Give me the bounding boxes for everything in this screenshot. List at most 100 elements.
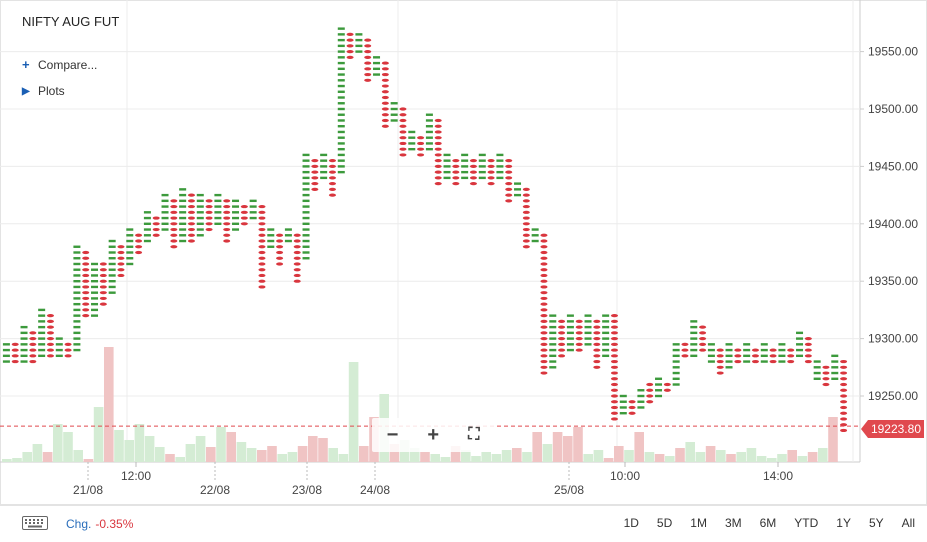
pf-x-mark bbox=[302, 245, 310, 248]
pf-column-o bbox=[452, 159, 460, 186]
pf-x-mark bbox=[73, 274, 81, 277]
pf-x-mark bbox=[337, 56, 345, 59]
pf-x-mark bbox=[602, 343, 610, 346]
pf-o-mark bbox=[540, 245, 548, 249]
pf-o-mark bbox=[293, 268, 301, 272]
pf-o-mark bbox=[293, 256, 301, 260]
volume-bar bbox=[583, 454, 593, 462]
pf-o-mark bbox=[558, 354, 566, 358]
volume-bar bbox=[318, 438, 328, 462]
pf-o-mark bbox=[699, 337, 707, 341]
range-5d[interactable]: 5D bbox=[656, 516, 673, 530]
pf-column-o bbox=[135, 233, 143, 255]
pf-o-mark bbox=[840, 405, 848, 410]
pf-o-mark bbox=[840, 428, 848, 433]
pf-o-mark bbox=[699, 348, 707, 352]
zoom-out-button[interactable]: − bbox=[386, 423, 399, 446]
pf-o-mark bbox=[399, 153, 407, 157]
pf-x-mark bbox=[143, 234, 151, 237]
pf-x-mark bbox=[584, 331, 592, 335]
pf-o-mark bbox=[240, 216, 248, 220]
pf-x-mark bbox=[813, 377, 821, 380]
pf-x-mark bbox=[496, 176, 504, 180]
pf-x-mark bbox=[161, 199, 169, 203]
pf-x-mark bbox=[549, 325, 557, 329]
pf-o-mark bbox=[381, 107, 389, 111]
pf-o-mark bbox=[276, 245, 284, 249]
pf-column-x bbox=[813, 360, 821, 380]
pf-o-mark bbox=[522, 227, 530, 232]
volume-bar bbox=[155, 447, 165, 462]
pf-x-mark bbox=[126, 239, 134, 243]
pf-column-x bbox=[672, 343, 680, 386]
pf-o-mark bbox=[575, 348, 583, 352]
range-all[interactable]: All bbox=[901, 516, 915, 530]
change-readout: Chg. -0.35% bbox=[66, 517, 133, 531]
pf-x-mark bbox=[73, 245, 81, 248]
pf-o-mark bbox=[716, 365, 724, 369]
pf-x-mark bbox=[249, 199, 257, 203]
pf-o-mark bbox=[11, 359, 19, 364]
pf-x-mark bbox=[161, 216, 169, 220]
zoom-in-button[interactable]: + bbox=[427, 423, 440, 446]
pf-x-mark bbox=[2, 343, 10, 346]
range-ytd[interactable]: YTD bbox=[794, 516, 819, 530]
pf-o-mark bbox=[610, 325, 618, 329]
pf-column-o bbox=[681, 342, 689, 358]
pf-o-mark bbox=[610, 382, 618, 387]
pf-o-mark bbox=[540, 291, 548, 295]
pf-o-mark bbox=[99, 268, 107, 272]
keyboard-icon[interactable] bbox=[22, 516, 48, 530]
range-5y[interactable]: 5Y bbox=[868, 516, 884, 530]
pf-o-mark bbox=[258, 239, 266, 243]
volume-bar bbox=[593, 450, 604, 462]
pf-o-mark bbox=[804, 348, 812, 352]
range-1d[interactable]: 1D bbox=[623, 516, 639, 530]
pf-o-mark bbox=[170, 222, 178, 226]
pf-o-mark bbox=[187, 210, 195, 214]
pf-column-x bbox=[584, 314, 592, 346]
pf-o-mark bbox=[840, 400, 848, 404]
pf-x-mark bbox=[302, 193, 310, 197]
pf-x-mark bbox=[443, 170, 451, 174]
pf-o-mark bbox=[558, 325, 566, 329]
pf-x-mark bbox=[566, 337, 574, 340]
pf-o-mark bbox=[751, 348, 759, 352]
pf-column-o bbox=[699, 325, 707, 352]
volume-bar bbox=[410, 448, 420, 462]
pf-column-o bbox=[152, 216, 160, 237]
pf-x-mark bbox=[425, 136, 433, 139]
plots-button[interactable]: ▶ Plots bbox=[22, 84, 65, 98]
range-1y[interactable]: 1Y bbox=[836, 516, 851, 530]
pf-x-mark bbox=[284, 234, 292, 237]
range-1m[interactable]: 1M bbox=[690, 516, 707, 530]
range-3m[interactable]: 3M bbox=[724, 516, 742, 530]
pf-o-mark bbox=[840, 359, 848, 364]
pf-x-mark bbox=[602, 320, 610, 323]
pf-x-mark bbox=[373, 61, 381, 65]
volume-bar bbox=[236, 442, 247, 462]
pf-x-mark bbox=[566, 320, 574, 323]
volume-bar bbox=[797, 456, 808, 462]
pf-o-mark bbox=[293, 262, 301, 266]
pf-o-mark bbox=[46, 354, 54, 358]
pf-o-mark bbox=[522, 245, 530, 249]
pf-x-mark bbox=[672, 383, 680, 386]
pf-o-mark bbox=[540, 279, 548, 283]
pf-x-mark bbox=[408, 147, 416, 151]
fullscreen-icon[interactable]: ⛶ bbox=[468, 426, 480, 443]
y-tick-label: 19250.00 bbox=[868, 389, 918, 403]
pf-o-mark bbox=[82, 291, 90, 295]
pf-x-mark bbox=[55, 354, 63, 358]
compare-button[interactable]: + Compare... bbox=[22, 57, 97, 72]
volume-bar bbox=[746, 448, 757, 462]
pf-x-mark bbox=[707, 343, 715, 346]
pf-o-mark bbox=[434, 176, 442, 180]
pf-x-mark bbox=[672, 360, 680, 363]
pf-column-o bbox=[240, 204, 248, 226]
pf-o-mark bbox=[170, 210, 178, 214]
pf-o-mark bbox=[258, 204, 266, 209]
pf-column-o bbox=[399, 107, 407, 157]
range-6m[interactable]: 6M bbox=[759, 516, 777, 530]
